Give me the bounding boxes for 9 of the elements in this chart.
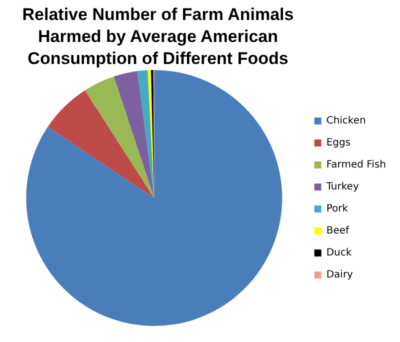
legend-label: Pork xyxy=(326,204,348,215)
legend-label: Duck xyxy=(326,248,352,259)
legend-label: Chicken xyxy=(326,116,366,127)
legend-label: Dairy xyxy=(326,270,354,281)
chart-title: Relative Number of Farm Animals Harmed by Average American Consumption of Different Foods xyxy=(21,4,295,70)
legend-label: Eggs xyxy=(326,138,351,149)
legend-label: Beef xyxy=(326,226,350,237)
legend-label: Farmed Fish xyxy=(326,160,386,171)
legend-label: Turkey xyxy=(325,182,359,193)
